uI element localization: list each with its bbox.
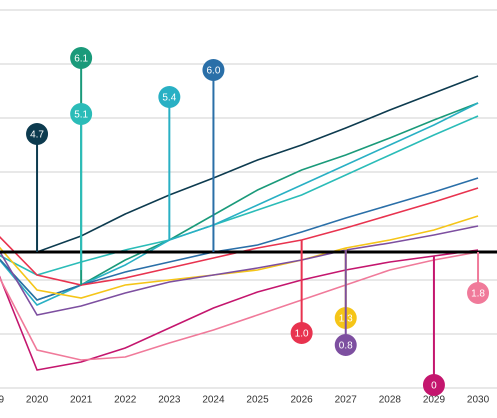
pin-label: 0.8: [339, 341, 353, 352]
pin-head: [290, 322, 313, 344]
pin-head: [422, 374, 445, 396]
series-line: [0, 75, 479, 253]
series-line: [0, 249, 479, 371]
x-tick-label: 2020: [26, 395, 49, 406]
pin-label: 1.8: [471, 289, 485, 300]
pin-label: 0: [431, 381, 437, 392]
series-line: [0, 251, 479, 361]
series-line: [0, 102, 479, 306]
x-tick-label: 2030: [467, 395, 490, 406]
x-tick-label: 2027: [335, 395, 358, 406]
pin-head: [70, 103, 93, 125]
pin-head: [158, 86, 181, 108]
pin-head: [26, 123, 49, 145]
series-line: [0, 215, 479, 299]
x-tick-label: 2029: [423, 395, 446, 406]
x-tick-label: 2019: [0, 395, 5, 406]
pin-label: 5.1: [74, 110, 88, 121]
series-line: [0, 177, 479, 301]
pin-label: 1.0: [295, 329, 309, 340]
x-tick-label: 2021: [70, 395, 93, 406]
pin-head: [202, 59, 225, 81]
pin-head: [334, 334, 357, 356]
pin-label: 5.4: [162, 93, 176, 104]
x-tick-label: 2024: [202, 395, 225, 406]
x-tick-label: 2028: [379, 395, 402, 406]
x-tick-label: 2023: [158, 395, 181, 406]
pin-head: [467, 282, 490, 304]
pin-head: [70, 47, 93, 69]
pin-label: 6.1: [74, 54, 88, 65]
x-tick-label: 2022: [114, 395, 137, 406]
x-tick-label: 2025: [246, 395, 269, 406]
series-line: [0, 225, 479, 316]
x-tick-label: 2026: [291, 395, 314, 406]
pin-label: 6.0: [206, 66, 220, 77]
pin-label: 4.7: [30, 130, 44, 141]
series-line: [0, 115, 479, 276]
